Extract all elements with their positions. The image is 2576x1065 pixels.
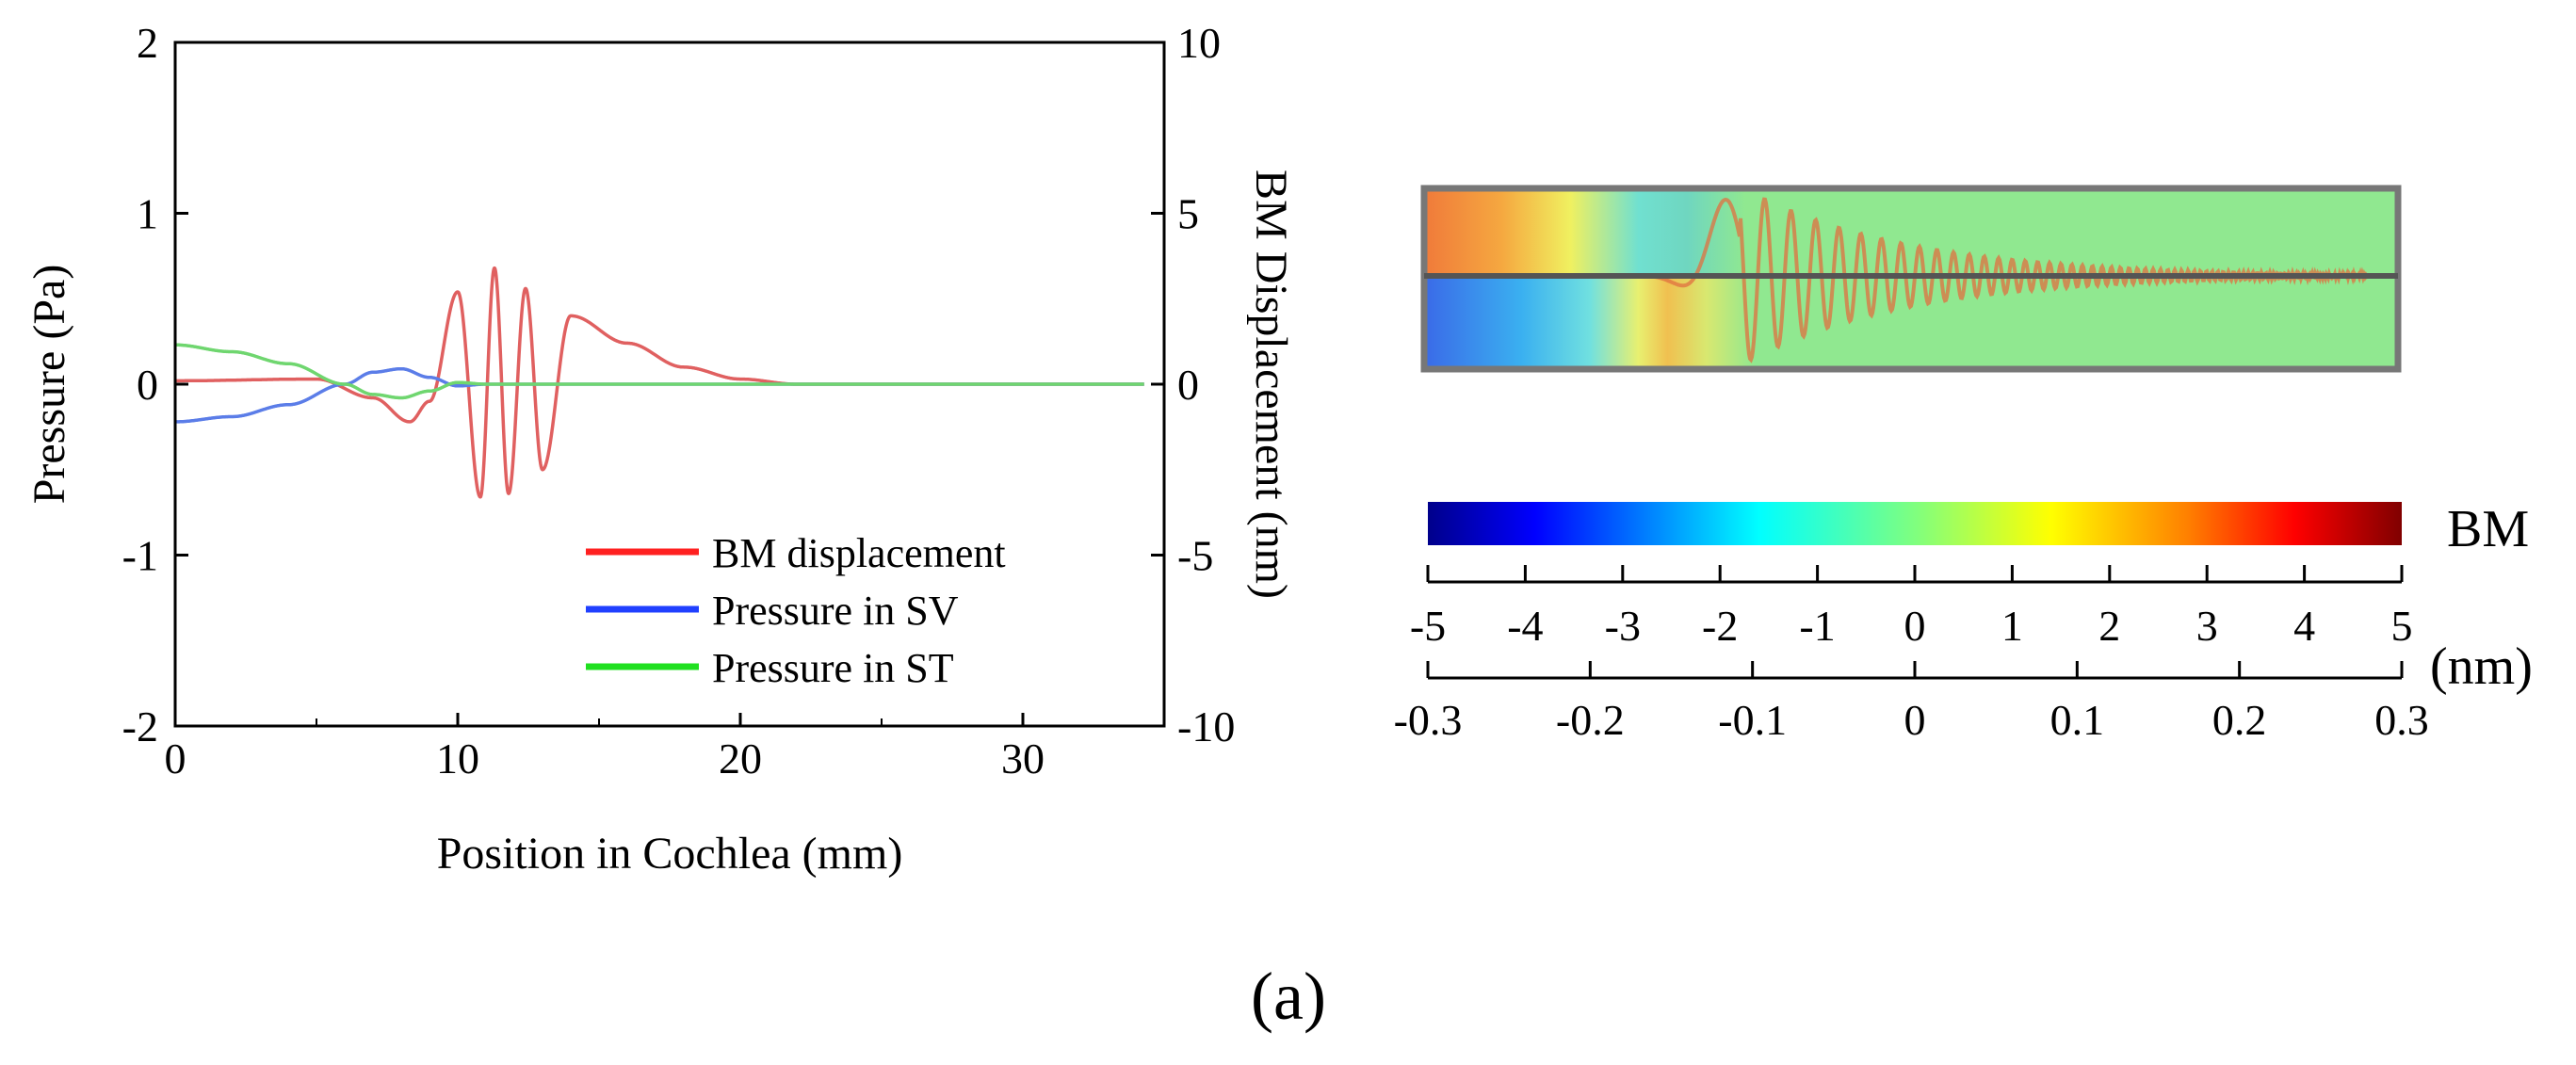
cochlea-heatmap: BM (nm) -5 -4 -3 -2 -1 0 1 2 3 4 5 -0.3 -0.2 -0.1 0 0.1… [1394,185,2533,744]
legend-label: Pressure in ST [712,645,954,691]
series-layer [175,266,1146,499]
figure-label: (a) [1251,959,1326,1034]
x-axis-label: Position in Cochlea (mm) [437,829,903,879]
bm-scale-label: 5 [2391,602,2413,650]
legend-label: BM displacement [712,530,1006,576]
y2-tick-label: 10 [1177,19,1221,67]
bm-scale-label: -4 [1507,602,1543,650]
y2-tick-label: -10 [1177,702,1235,750]
y-tick-label: 0 [137,361,158,409]
pressure-scale-label: 0.3 [2374,696,2429,744]
bm-scale-label: -2 [1702,602,1738,650]
bm-scale-label: -5 [1410,602,1446,650]
colorbar-axes: -5 -4 -3 -2 -1 0 1 2 3 4 5 -0.3 -0.2 -0.1 0 0.1 0.2 0.3 [1394,565,2429,744]
legend-label: Pressure in SV [712,588,959,634]
bm-scale-label: 4 [2293,602,2315,650]
y-axis-label: Pressure (Pa) [24,265,74,505]
y2-tick-label: 5 [1177,190,1199,238]
bm-scale-label: 3 [2196,602,2218,650]
series-line-bm-displacement [175,266,1146,499]
x-tick-label: 10 [436,734,479,783]
x-tick-label: 20 [719,734,762,783]
pressure-scale-label: 0.1 [2050,696,2105,744]
pressure-scale-label: -0.3 [1394,696,1463,744]
bm-scale-label: -3 [1605,602,1641,650]
bm-scale-label: 0 [1904,602,1926,650]
colorbar [1428,502,2402,545]
pressure-scale-label: 0.2 [2212,696,2267,744]
colorbar-title: BM [2447,500,2529,558]
colorbar-unit: (nm) [2430,637,2533,696]
y2-tick-label: -5 [1177,532,1213,580]
y-tick-label: 2 [137,19,158,67]
bm-displacement-wave [1592,197,2374,363]
pressure-scale-label: 0 [1904,696,1926,744]
bm-scale-label: 2 [2098,602,2120,650]
legend: BM displacement Pressure in SV Pressure in… [586,530,1006,691]
y2-axis-label: BM Displacement (nm) [1246,169,1296,599]
y2-tick-label: 0 [1177,361,1199,409]
scala-tympani-region [1424,277,2398,369]
pressure-scale-label: -0.2 [1556,696,1625,744]
pressure-scale-label: -0.1 [1718,696,1787,744]
y-tick-label: -1 [122,532,158,580]
bm-scale-label: -1 [1799,602,1835,650]
scala-vestibuli-region [1424,188,2398,275]
x-tick-label: 0 [165,734,186,783]
x-tick-label: 30 [1001,734,1045,783]
y-tick-label: 1 [137,190,158,238]
bm-scale-label: 1 [2001,602,2023,650]
y-tick-label: -2 [122,702,158,750]
series-line-pressure-in-st [175,343,1146,400]
